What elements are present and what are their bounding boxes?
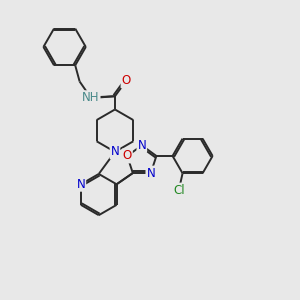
Text: O: O [123,149,132,163]
Text: N: N [111,146,119,158]
Text: N: N [76,178,85,191]
Text: N: N [137,139,146,152]
Text: Cl: Cl [174,184,185,196]
Text: NH: NH [82,91,100,104]
Text: O: O [122,74,131,87]
Text: N: N [146,167,155,180]
